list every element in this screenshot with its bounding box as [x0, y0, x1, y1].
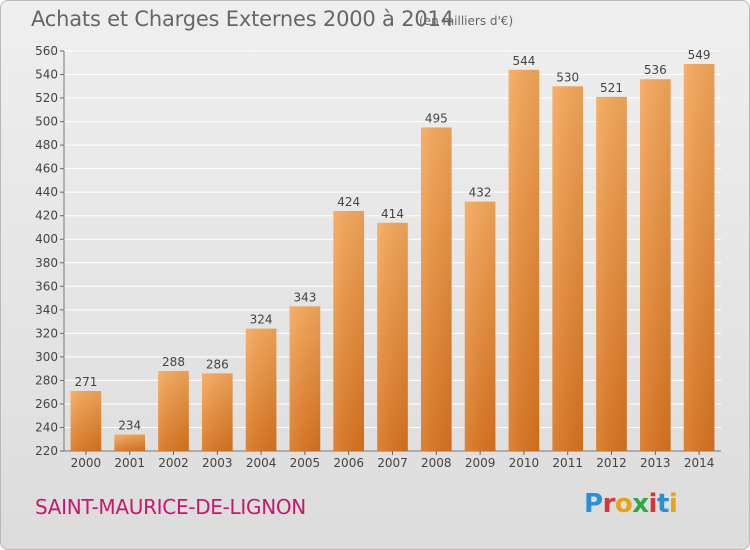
bar-shade — [201, 373, 233, 451]
bar-shade — [420, 127, 452, 452]
proxiti-logo: Proxiti — [584, 489, 678, 519]
x-tick-labels: 2000 2001 2002 2003 2004 2005 2006 2007 2008 2009… — [71, 451, 715, 470]
y-tick-label: 560 — [35, 44, 58, 58]
logo-letter: o — [614, 489, 633, 519]
y-tick-label: 420 — [35, 209, 58, 223]
y-tick-label: 320 — [35, 326, 58, 340]
value-label: 521 — [600, 81, 623, 95]
logo-letter: r — [602, 489, 616, 519]
y-tick-label: 500 — [35, 115, 58, 129]
value-label: 324 — [250, 313, 273, 327]
y-tick-label: 520 — [35, 91, 58, 105]
value-label: 544 — [512, 54, 535, 68]
value-label: 495 — [425, 111, 448, 125]
value-label: 286 — [206, 357, 229, 371]
y-tick-label: 440 — [35, 185, 58, 199]
x-tick-label: 2012 — [596, 456, 627, 470]
x-tick-label: 2000 — [71, 456, 102, 470]
logo-letter: i — [648, 489, 658, 519]
y-tick-label: 260 — [35, 397, 58, 411]
y-tick-label: 220 — [35, 444, 58, 458]
x-tick-label: 2009 — [465, 456, 496, 470]
logo-letter: i — [668, 489, 678, 519]
x-tick-label: 2014 — [684, 456, 715, 470]
logo-letter: P — [584, 489, 603, 519]
bar-shade — [377, 222, 408, 451]
y-tick-label: 460 — [35, 162, 58, 176]
y-tick-label: 300 — [35, 350, 58, 364]
value-label: 432 — [469, 186, 492, 200]
bar-shade — [596, 96, 627, 451]
value-label: 530 — [556, 70, 579, 84]
x-tick-label: 2005 — [290, 456, 321, 470]
bar-shade — [70, 391, 102, 451]
x-tick-label: 2001 — [114, 456, 145, 470]
bar-shade — [333, 211, 365, 451]
x-tick-label: 2007 — [377, 456, 408, 470]
bar-shade — [683, 63, 715, 452]
y-tick-label: 400 — [35, 232, 58, 246]
bars — [70, 63, 715, 452]
y-tick-label: 280 — [35, 373, 58, 387]
x-tick-label: 2011 — [552, 456, 583, 470]
x-tick-label: 2006 — [333, 456, 364, 470]
x-tick-label: 2013 — [640, 456, 671, 470]
value-label: 234 — [118, 419, 141, 433]
value-label: 549 — [688, 48, 711, 62]
bar-shade — [639, 79, 671, 451]
value-label: 271 — [74, 375, 97, 389]
y-tick-label: 480 — [35, 138, 58, 152]
x-tick-label: 2010 — [509, 456, 540, 470]
y-tick-label: 380 — [35, 256, 58, 270]
value-label: 424 — [337, 195, 360, 209]
x-tick-label: 2008 — [421, 456, 452, 470]
bar-shade — [464, 201, 496, 451]
bar-shade — [289, 306, 321, 451]
value-label: 288 — [162, 355, 185, 369]
bar-shade — [158, 371, 189, 451]
x-tick-label: 2003 — [202, 456, 233, 470]
logo-letter: t — [656, 489, 669, 519]
y-tick-labels: 220 240 260 280 300 320 340 360 380 400 420 440 460 4… — [35, 44, 58, 458]
y-tick-label: 540 — [35, 68, 58, 82]
y-tick-label: 240 — [35, 420, 58, 434]
x-tick-label: 2004 — [246, 456, 277, 470]
value-labels: 271 234 288 286 324 343 424 414 495 432 544 530 521 5… — [74, 48, 710, 433]
value-label: 343 — [293, 290, 316, 304]
bar-shade — [508, 69, 540, 451]
value-label: 536 — [644, 63, 667, 77]
y-tick-label: 340 — [35, 303, 58, 317]
chart-title: Achats et Charges Externes 2000 à 2014 — [31, 7, 454, 31]
x-tick-label: 2002 — [158, 456, 189, 470]
value-label: 414 — [381, 207, 404, 221]
bar-shade — [552, 86, 584, 451]
bar-shade — [114, 434, 146, 451]
logo-letter: x — [632, 489, 649, 519]
commune-name: SAINT-MAURICE-DE-LIGNON — [35, 495, 306, 519]
chart-unit: (en milliers d'€) — [419, 14, 514, 28]
y-tick-label: 360 — [35, 279, 58, 293]
bar-shade — [245, 328, 277, 451]
